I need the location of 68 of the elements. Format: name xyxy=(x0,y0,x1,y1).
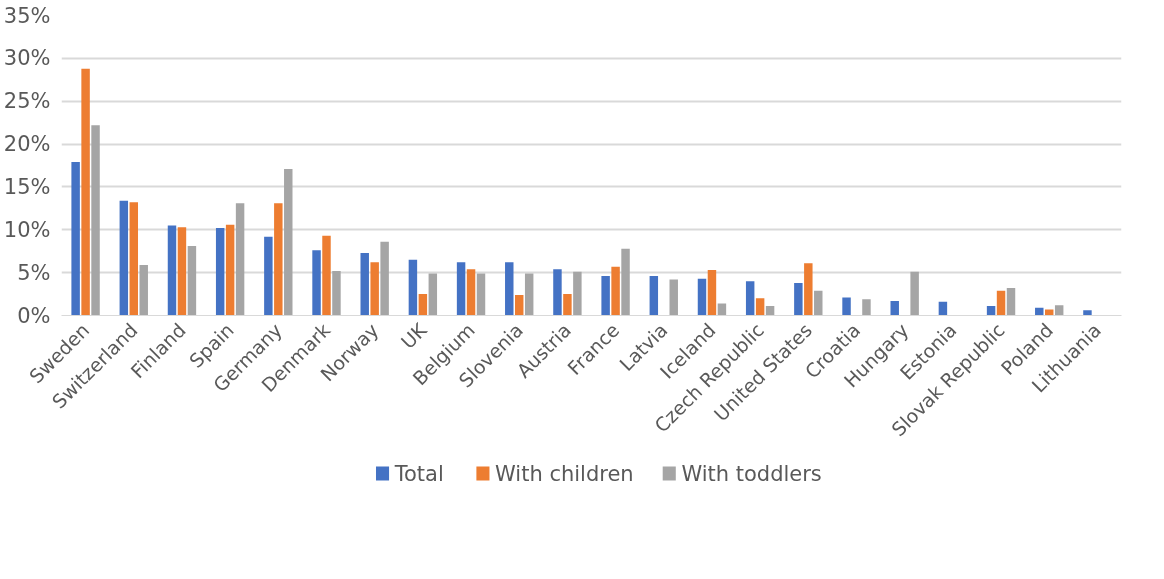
bar xyxy=(910,271,919,316)
bar xyxy=(428,273,438,316)
bar xyxy=(264,236,273,316)
bar xyxy=(1083,310,1092,316)
bar xyxy=(476,273,486,316)
y-tick-label: 30% xyxy=(3,46,51,71)
bar xyxy=(524,273,534,316)
bar xyxy=(312,250,321,316)
legend-label: Total xyxy=(393,461,444,486)
bar xyxy=(755,298,765,316)
bar xyxy=(81,68,90,316)
y-tick-label: 15% xyxy=(3,174,51,199)
legend-label: With children xyxy=(495,461,634,486)
bar xyxy=(794,282,803,316)
bar xyxy=(225,224,235,316)
bar xyxy=(71,162,80,316)
y-tick-label: 10% xyxy=(3,217,51,242)
bar xyxy=(814,290,823,316)
bar xyxy=(986,306,996,316)
y-tick-label: 0% xyxy=(17,303,51,328)
bar xyxy=(177,227,187,316)
y-tick-label: 25% xyxy=(3,89,51,114)
bar xyxy=(456,262,466,316)
bar xyxy=(187,246,197,316)
bar xyxy=(167,225,177,316)
bar xyxy=(129,202,138,316)
bar xyxy=(563,294,572,316)
bar xyxy=(380,241,389,316)
bar xyxy=(235,203,245,316)
bar xyxy=(466,269,476,316)
bar xyxy=(745,281,755,316)
bar xyxy=(139,264,148,316)
bar xyxy=(1054,305,1064,316)
bar xyxy=(842,297,851,316)
bar xyxy=(284,168,293,316)
bar xyxy=(332,270,341,316)
bar xyxy=(669,279,678,316)
y-tick-label: 5% xyxy=(17,260,51,285)
bar xyxy=(215,228,225,316)
bar xyxy=(553,269,562,316)
bar xyxy=(804,263,813,316)
bar xyxy=(601,276,610,316)
bar xyxy=(91,125,100,316)
bar xyxy=(515,294,524,316)
bar xyxy=(862,299,871,316)
bar xyxy=(322,235,331,316)
legend-label: With toddlers xyxy=(681,461,822,486)
bar xyxy=(418,294,428,316)
bar xyxy=(1006,288,1016,316)
bar xyxy=(938,301,948,316)
y-tick-label: 35% xyxy=(3,3,51,28)
bar xyxy=(707,270,717,316)
bar xyxy=(765,306,775,316)
bar xyxy=(119,200,129,316)
bar xyxy=(621,248,630,316)
bar xyxy=(649,276,659,316)
bar xyxy=(505,262,514,316)
bar xyxy=(611,266,620,316)
bar xyxy=(274,203,283,316)
bar xyxy=(573,271,582,316)
bar xyxy=(996,290,1006,316)
bar xyxy=(1035,307,1044,316)
bar xyxy=(890,300,899,316)
y-tick-label: 20% xyxy=(3,132,51,157)
bar xyxy=(697,278,707,316)
bar xyxy=(408,259,418,316)
bar xyxy=(360,252,369,316)
bar xyxy=(370,262,379,316)
